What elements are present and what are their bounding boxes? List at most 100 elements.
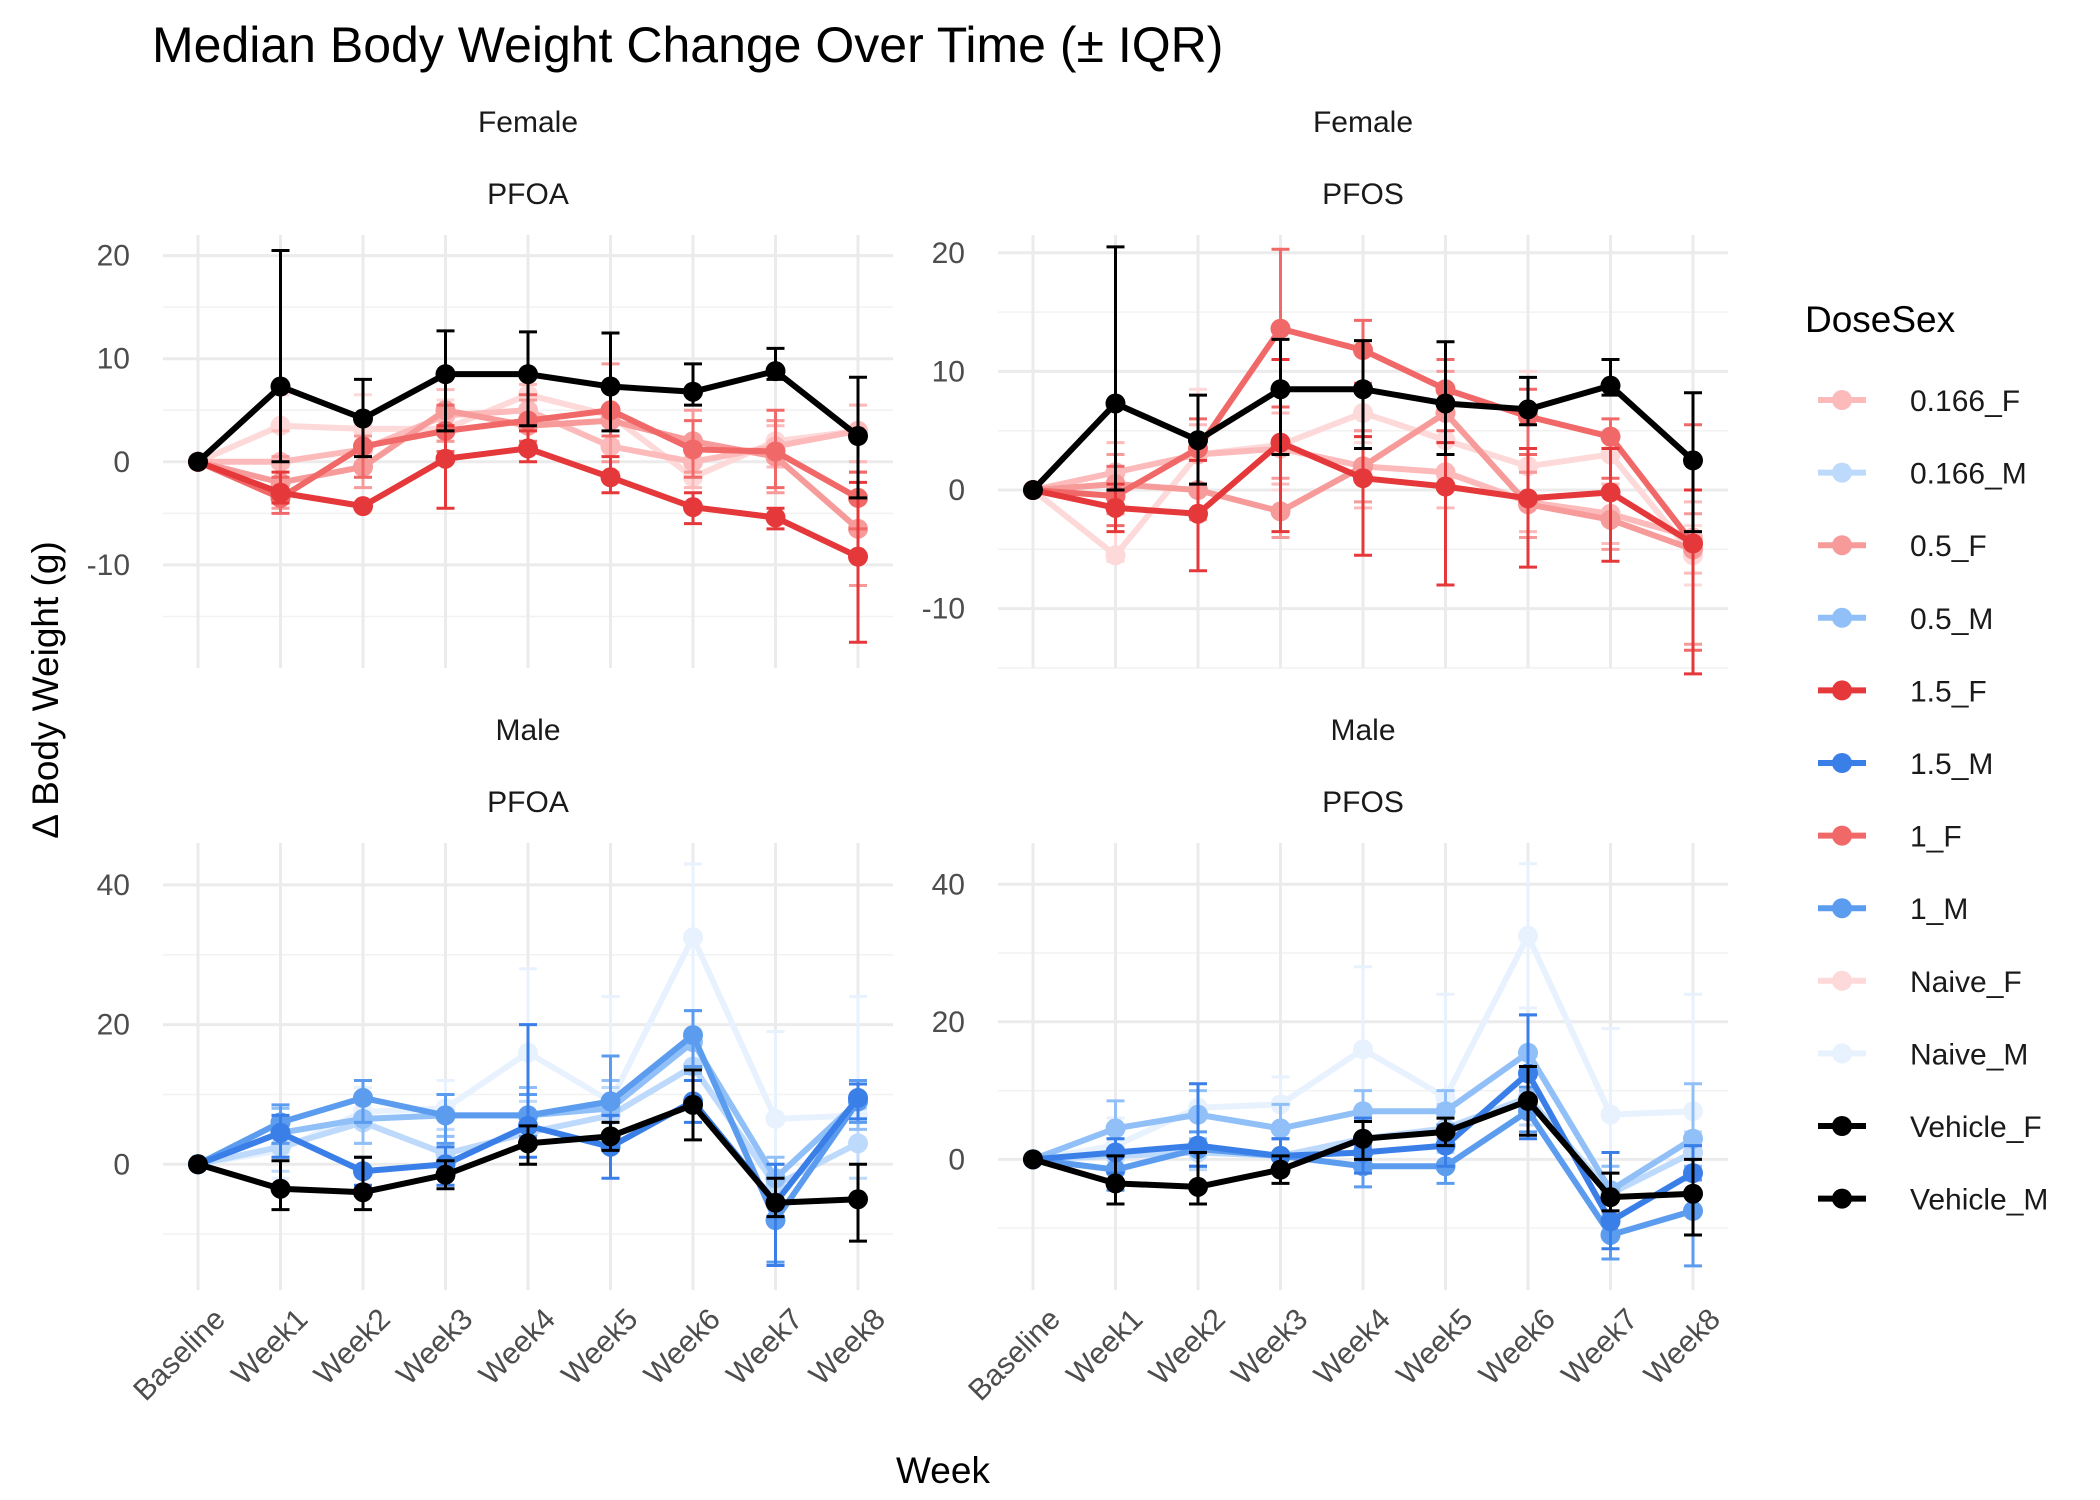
data-point (683, 1094, 703, 1115)
data-point (1353, 1101, 1373, 1122)
legend-label: 0.5_M (1910, 603, 1993, 636)
legend-key-point (1832, 898, 1852, 919)
legend-key-point (1832, 1188, 1852, 1209)
data-point (765, 441, 786, 462)
x-tick-label: Week4 (473, 1303, 562, 1392)
y-tick-label: 10 (97, 343, 130, 376)
data-point (1435, 1101, 1456, 1122)
legend-key-point (1832, 462, 1852, 483)
facet-panel: Female PFOA -10 0 10 20 (87, 106, 893, 668)
data-point (1188, 430, 1208, 451)
data-point (848, 1087, 868, 1108)
y-tick-label: 20 (97, 1009, 130, 1042)
data-point (435, 448, 456, 469)
data-point (1353, 1128, 1373, 1149)
legend-entry: 0.5_M (1818, 603, 1993, 636)
data-point (1353, 468, 1373, 489)
data-point (765, 507, 786, 528)
data-point (1600, 375, 1621, 396)
data-point (848, 1189, 868, 1210)
facet-strip-compound: PFOS (1322, 178, 1404, 211)
x-tick-label: Week7 (1555, 1303, 1644, 1392)
legend-label: 0.166_F (1910, 385, 2020, 418)
data-point (1683, 1183, 1703, 1204)
legend-label: 0.166_M (1910, 458, 2027, 491)
data-point (1435, 393, 1456, 414)
y-tick-label: 20 (97, 240, 130, 273)
legend-entry: 0.166_F (1818, 385, 2020, 418)
legend-key-point (1832, 825, 1852, 846)
legend-entry: 0.166_M (1818, 458, 2027, 491)
legend-label: 1.5_M (1910, 748, 1993, 781)
data-point (1518, 399, 1538, 420)
facet-strip-sex: Male (1330, 714, 1395, 747)
data-point (270, 376, 291, 397)
legend-key-point (1832, 1116, 1852, 1136)
facet-panel: MalePFOS02040BaselineWeek1Week2Week3Week… (932, 714, 1728, 1407)
legend-label: 0.5_F (1910, 530, 1987, 563)
legend-key-point (1832, 390, 1852, 410)
y-tick-label: 20 (932, 1006, 965, 1039)
legend-entry: 1_M (1818, 893, 1968, 926)
data-point (1353, 379, 1373, 400)
facet-panel: MalePFOA02040BaselineWeek1Week2Week3Week… (97, 714, 893, 1407)
y-tick-label: 0 (948, 1143, 965, 1176)
data-point (848, 426, 868, 447)
x-tick-label: Week3 (390, 1303, 479, 1392)
legend-entry: Naive_F (1818, 966, 2022, 999)
data-point (1105, 1142, 1126, 1163)
data-point (1270, 1159, 1291, 1180)
data-point (435, 1164, 456, 1185)
y-tick-label: 20 (932, 237, 965, 270)
facet-strip-sex: Male (495, 714, 560, 747)
facet-panel: Female PFOS -10 0 10 20 (922, 106, 1728, 676)
data-point (1105, 1173, 1126, 1194)
data-point (1188, 1135, 1208, 1156)
chart-title: Median Body Weight Change Over Time (± I… (152, 17, 1223, 73)
data-point (1270, 318, 1291, 339)
x-tick-label: Baseline (127, 1303, 232, 1408)
x-tick-label: Week3 (1225, 1303, 1314, 1392)
data-point (1600, 482, 1621, 503)
data-point (765, 1192, 786, 1213)
series-1.5_F (188, 424, 868, 644)
data-point (600, 467, 621, 488)
data-point (1518, 488, 1538, 509)
data-point (1105, 545, 1126, 566)
y-tick-label: 40 (97, 869, 130, 902)
x-tick-label: Week2 (308, 1303, 397, 1392)
facet-panels: Female PFOA -10 0 10 20 Female PFOS -10 0 10 20 Male… (87, 106, 1728, 1407)
x-tick-label: Week7 (720, 1303, 809, 1392)
legend-key-point (1832, 607, 1852, 628)
y-tick-label: 40 (932, 868, 965, 901)
data-point (435, 364, 456, 385)
data-point (1353, 1039, 1373, 1060)
data-point (1023, 1149, 1043, 1170)
data-point (270, 482, 291, 503)
legend-key-point (1832, 535, 1852, 556)
data-point (353, 1182, 373, 1203)
y-axis-label: Δ Body Weight (g) (25, 541, 66, 839)
data-point (848, 1133, 868, 1154)
facet-strip-sex: Female (1313, 106, 1413, 139)
legend-title: DoseSex (1805, 299, 1956, 340)
legend-entry: Vehicle_M (1818, 1184, 2048, 1217)
legend-entry: 1_F (1818, 821, 1962, 854)
legend-label: 1_F (1910, 821, 1962, 854)
data-point (188, 1154, 208, 1175)
x-tick-label: Week5 (555, 1303, 644, 1392)
y-tick-label: 10 (932, 355, 965, 388)
data-point (270, 1122, 291, 1143)
data-point (435, 1105, 456, 1126)
data-point (1435, 1121, 1456, 1142)
legend-label: 1_M (1910, 893, 1968, 926)
data-point (270, 1178, 291, 1199)
data-point (600, 1126, 621, 1147)
data-point (1435, 476, 1456, 497)
data-point (1600, 1104, 1621, 1125)
series-Vehicle_M (1023, 1065, 1703, 1237)
data-point (1188, 503, 1208, 524)
x-tick-label: Week8 (803, 1303, 892, 1392)
legend-key-point (1832, 1043, 1852, 1064)
